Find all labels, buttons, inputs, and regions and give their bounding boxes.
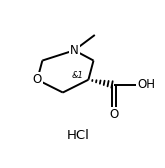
Text: HCl: HCl	[67, 130, 90, 142]
Text: N: N	[70, 44, 79, 57]
Text: O: O	[109, 108, 119, 121]
Text: O: O	[33, 73, 42, 86]
Text: OH: OH	[137, 78, 155, 91]
Text: &1: &1	[71, 71, 83, 80]
